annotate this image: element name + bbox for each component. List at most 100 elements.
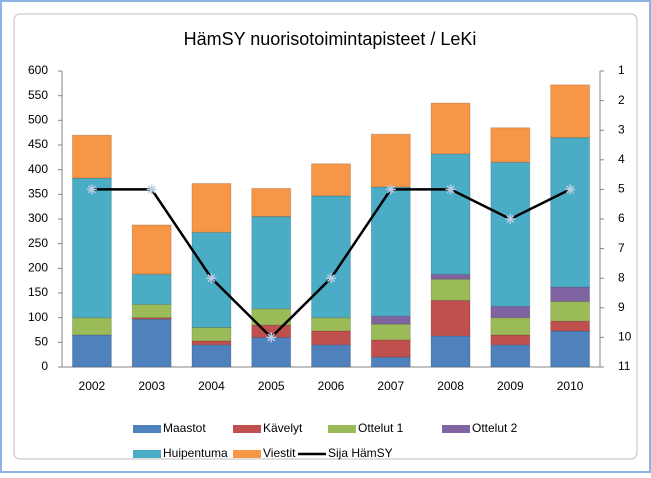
y-tick-label: 550 [28,88,48,102]
bar-segment [550,286,591,302]
y2-tick-label: 7 [618,241,625,255]
bar-segment [131,273,172,305]
y2-tick-label: 3 [618,122,625,136]
bar-segment [251,187,292,218]
bar-segment [550,330,591,368]
legend-label: Sija HämSY [328,446,393,460]
bar-segment [490,305,531,319]
legend-label: Viestit [263,446,296,460]
bar-segment [430,278,471,301]
bar-segment [131,224,172,275]
line-marker [385,184,396,195]
legend-swatch [328,425,356,433]
bar-segment [191,340,232,346]
bar-segment [191,327,232,342]
y2-tick-label: 2 [618,93,625,107]
x-tick-label: 2006 [318,379,345,393]
legend-label: Huipentuma [163,446,228,460]
y2-tick-label: 6 [618,211,625,225]
y2-tick-label: 11 [618,359,631,373]
bar-segment [550,300,591,322]
y-tick-label: 450 [28,137,48,151]
bar-segment [311,344,351,368]
bar-segment [490,161,531,307]
x-tick-label: 2003 [138,379,165,393]
bar-segment [71,134,112,179]
bar-segment [370,339,411,358]
y-tick-label: 50 [35,335,49,349]
y-tick-label: 600 [28,63,48,77]
bar-segment [490,344,531,368]
legend-label: Ottelut 1 [358,421,404,435]
bar-segment [370,133,411,188]
bar-segment [550,137,591,288]
legend-swatch [133,450,161,458]
line-marker [146,184,157,195]
bar-segment [550,84,591,139]
legend-swatch [133,425,161,433]
x-tick-label: 2008 [437,379,464,393]
legend-swatch [233,450,261,458]
y-tick-label: 250 [28,236,48,250]
bar-segment [71,334,112,368]
bar-segment [191,344,232,368]
bar-segment [370,323,411,341]
y-tick-label: 150 [28,285,48,299]
chart-title: HämSY nuorisotoimintapisteet / LeKi [184,29,477,49]
y2-tick-label: 9 [618,300,625,314]
bar-segment [490,317,531,336]
bar-segment [370,315,411,325]
bar-segment [430,102,471,155]
line-marker [565,184,576,195]
bar-segment [251,336,292,368]
x-tick-label: 2004 [198,379,225,393]
bar-segment [490,127,531,163]
line-marker [326,273,336,284]
legend-swatch [442,425,470,433]
y-tick-label: 100 [28,310,48,324]
line-marker [505,214,516,224]
bar-segment [71,317,112,336]
bar-segment [430,335,471,368]
bar-segment [370,356,411,368]
bar-segment [490,334,531,346]
bar-segment [311,330,351,346]
bar-segment [370,186,411,317]
bar-segment [131,303,172,319]
y-tick-label: 0 [41,359,48,373]
y2-tick-label: 8 [618,270,625,284]
y2-tick-label: 5 [618,182,625,196]
x-tick-label: 2007 [377,379,404,393]
legend-label: Ottelut 2 [472,421,518,435]
bar-segment [430,299,471,337]
bar-segment [430,153,471,275]
y2-tick-label: 4 [618,152,625,166]
y2-tick-label: 10 [618,330,632,344]
y-tick-label: 400 [28,162,48,176]
bar-segment [311,317,351,332]
bar-segment [191,182,232,233]
line-marker [86,184,97,195]
legend-label: Kävelyt [263,421,303,435]
x-tick-label: 2009 [497,379,524,393]
bar-segment [251,216,292,310]
x-tick-label: 2005 [258,379,285,393]
x-tick-label: 2010 [557,379,584,393]
y-tick-label: 500 [28,113,48,127]
y-tick-label: 350 [28,187,48,201]
legend-swatch [233,425,261,433]
bar-segment [550,320,591,332]
y2-tick-label: 1 [618,63,625,77]
bar-segment [311,163,351,197]
y-tick-label: 200 [28,261,48,275]
bar-segment [131,318,172,368]
y-tick-label: 300 [28,211,48,225]
bar-segment [71,177,112,319]
x-tick-label: 2002 [79,379,106,393]
line-marker [266,332,277,343]
bar-segment [430,273,471,280]
line-marker [206,273,217,284]
legend-label: Maastot [163,421,206,435]
line-marker [445,184,456,195]
